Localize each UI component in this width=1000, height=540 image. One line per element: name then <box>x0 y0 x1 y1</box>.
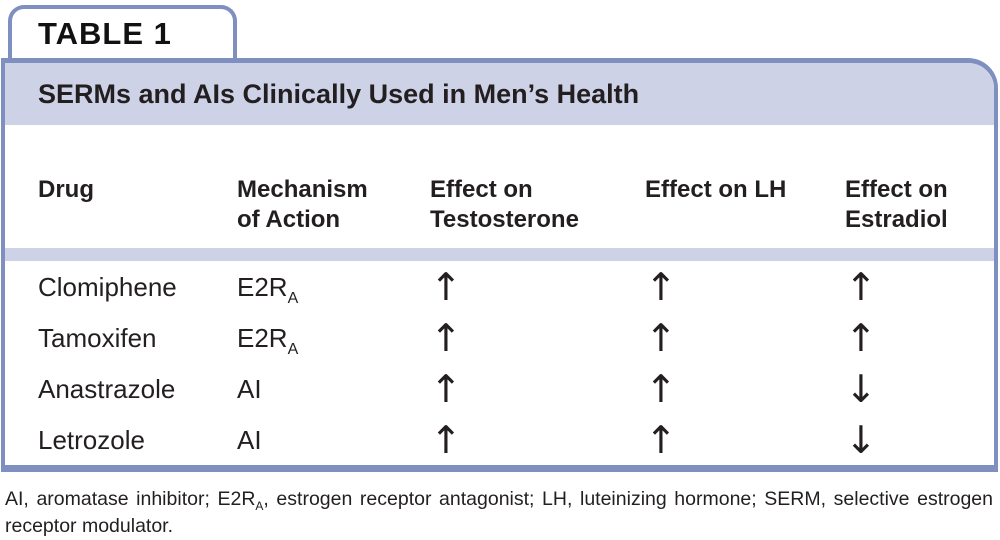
table-row: Anastrazole AI ↑ ↑ ↓ <box>5 363 994 414</box>
cell-drug: Anastrazole <box>38 373 176 404</box>
cell-drug: Letrozole <box>38 424 145 455</box>
column-header-drug: Drug <box>38 176 94 203</box>
effect-lh-arrow: ↑ <box>645 264 677 309</box>
effect-estradiol-arrow: ↑ <box>845 264 877 309</box>
cell-drug: Tamoxifen <box>38 322 157 353</box>
effect-testosterone-arrow: ↑ <box>430 315 462 360</box>
footnote-subscript: A <box>255 499 264 513</box>
effect-lh-arrow: ↑ <box>645 417 677 462</box>
cell-mechanism: AI <box>237 373 262 404</box>
table-title: SERMs and AIs Clinically Used in Men’s H… <box>38 78 640 109</box>
effect-estradiol-arrow: ↓ <box>845 417 877 462</box>
column-header-mechanism: Mechanism of Action <box>237 176 368 233</box>
cell-drug: Clomiphene <box>38 271 177 302</box>
table-title-band: SERMs and AIs Clinically Used in Men’s H… <box>5 63 994 125</box>
column-header-estradiol: Effect on Estradiol <box>845 176 948 233</box>
table-number-label: TABLE 1 <box>38 15 172 51</box>
effect-lh-arrow: ↑ <box>645 315 677 360</box>
table-footnote: AI, aromatase inhibitor; E2RA, estrogen … <box>5 488 993 537</box>
table-number-tab: TABLE 1 <box>8 5 237 58</box>
table-row: Tamoxifen E2RA ↑ ↑ ↑ <box>5 312 994 363</box>
cell-mechanism: E2RA <box>237 322 299 358</box>
effect-lh-arrow: ↑ <box>645 366 677 411</box>
table-row: Letrozole AI ↑ ↑ ↓ <box>5 414 994 465</box>
effect-testosterone-arrow: ↑ <box>430 264 462 309</box>
effect-estradiol-arrow: ↑ <box>845 315 877 360</box>
mechanism-subscript: A <box>287 340 299 358</box>
effect-testosterone-arrow: ↑ <box>430 366 462 411</box>
table-row: Clomiphene E2RA ↑ ↑ ↑ <box>5 261 994 312</box>
effect-estradiol-arrow: ↓ <box>845 366 877 411</box>
table-header-row: Drug Mechanism of Action Effect on Testo… <box>5 125 994 248</box>
cell-mechanism: E2RA <box>237 271 299 307</box>
column-header-testosterone: Effect on Testosterone <box>430 176 579 233</box>
column-header-lh: Effect on LH <box>645 176 787 203</box>
cell-mechanism: AI <box>237 424 262 455</box>
mechanism-subscript: A <box>287 289 299 307</box>
drug-table: SERMs and AIs Clinically Used in Men’s H… <box>1 58 998 472</box>
effect-testosterone-arrow: ↑ <box>430 417 462 462</box>
header-body-separator <box>5 248 994 261</box>
